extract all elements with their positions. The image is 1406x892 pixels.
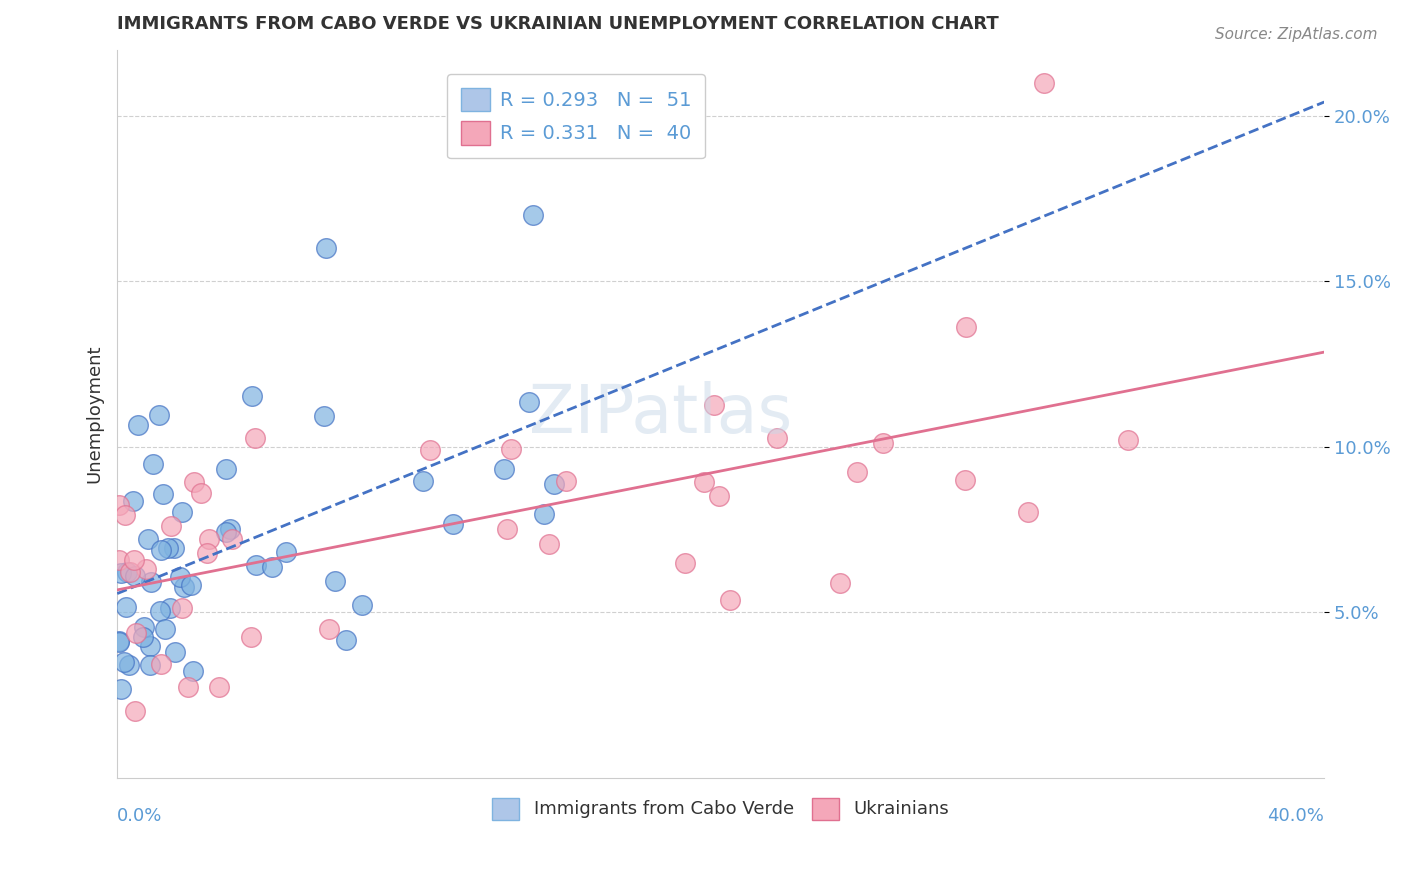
Point bbox=[125, 625, 148, 640]
Point bbox=[177, 681, 200, 695]
Point bbox=[517, 394, 540, 409]
Point bbox=[149, 542, 172, 557]
Text: Source: ZipAtlas.com: Source: ZipAtlas.com bbox=[1215, 27, 1378, 42]
Text: ZIPatlas: ZIPatlas bbox=[529, 381, 792, 447]
Point bbox=[149, 604, 172, 618]
Point bbox=[325, 574, 347, 588]
Point bbox=[1116, 434, 1139, 448]
Point bbox=[240, 630, 263, 644]
Point bbox=[153, 622, 176, 636]
Point bbox=[156, 541, 179, 556]
Point bbox=[163, 541, 186, 556]
Point bbox=[138, 532, 160, 546]
Point bbox=[219, 522, 242, 536]
Point bbox=[195, 546, 218, 560]
Point bbox=[124, 569, 146, 583]
Point bbox=[198, 532, 221, 546]
Point bbox=[132, 620, 155, 634]
Point bbox=[262, 560, 284, 574]
Point bbox=[107, 635, 129, 649]
Point bbox=[441, 516, 464, 531]
Point bbox=[955, 473, 977, 487]
Point bbox=[152, 487, 174, 501]
Point bbox=[350, 598, 373, 612]
Point bbox=[122, 553, 145, 567]
Point bbox=[110, 682, 132, 697]
Point bbox=[169, 570, 191, 584]
Point bbox=[150, 657, 173, 671]
Point bbox=[274, 545, 297, 559]
Point bbox=[110, 566, 132, 580]
Point bbox=[190, 486, 212, 500]
Point bbox=[108, 553, 131, 567]
Point bbox=[765, 431, 787, 445]
Point bbox=[214, 524, 236, 539]
Point bbox=[703, 398, 725, 412]
Y-axis label: Unemployment: Unemployment bbox=[86, 344, 103, 483]
Point bbox=[139, 658, 162, 673]
Point bbox=[120, 566, 142, 580]
Point bbox=[132, 630, 155, 644]
Point bbox=[718, 592, 741, 607]
Point bbox=[183, 475, 205, 489]
Point bbox=[707, 489, 730, 503]
Point bbox=[173, 580, 195, 594]
Point bbox=[108, 499, 131, 513]
Point bbox=[543, 477, 565, 491]
Point bbox=[135, 562, 157, 576]
Point bbox=[492, 462, 515, 476]
Point bbox=[127, 417, 149, 432]
Point bbox=[170, 505, 193, 519]
Point bbox=[221, 532, 243, 546]
Point bbox=[692, 475, 714, 489]
Point bbox=[243, 431, 266, 445]
Point bbox=[124, 705, 146, 719]
Text: IMMIGRANTS FROM CABO VERDE VS UKRAINIAN UNEMPLOYMENT CORRELATION CHART: IMMIGRANTS FROM CABO VERDE VS UKRAINIAN … bbox=[117, 15, 998, 33]
Point bbox=[538, 537, 561, 551]
Point bbox=[215, 462, 238, 476]
Point bbox=[312, 409, 335, 424]
Point bbox=[419, 442, 441, 457]
Point bbox=[335, 632, 357, 647]
Point bbox=[242, 389, 264, 403]
Point bbox=[533, 507, 555, 521]
Point bbox=[142, 458, 165, 472]
Point bbox=[159, 600, 181, 615]
Point bbox=[181, 664, 204, 678]
Point bbox=[208, 680, 231, 694]
Point bbox=[115, 566, 138, 580]
Point bbox=[138, 639, 160, 653]
Point bbox=[495, 522, 517, 536]
Point bbox=[245, 558, 267, 572]
Point bbox=[955, 319, 977, 334]
Point bbox=[165, 645, 187, 659]
Point bbox=[315, 241, 337, 255]
Point bbox=[1017, 506, 1039, 520]
Point bbox=[139, 575, 162, 590]
Legend: Immigrants from Cabo Verde, Ukrainians: Immigrants from Cabo Verde, Ukrainians bbox=[485, 790, 956, 827]
Point bbox=[121, 494, 143, 508]
Text: 0.0%: 0.0% bbox=[117, 806, 163, 825]
Point bbox=[846, 465, 869, 479]
Point bbox=[114, 599, 136, 614]
Point bbox=[180, 578, 202, 592]
Point bbox=[107, 634, 129, 648]
Point bbox=[118, 657, 141, 672]
Point bbox=[170, 601, 193, 615]
Point bbox=[1033, 76, 1056, 90]
Point bbox=[159, 518, 181, 533]
Point bbox=[872, 436, 894, 450]
Point bbox=[555, 474, 578, 488]
Point bbox=[148, 408, 170, 422]
Text: 40.0%: 40.0% bbox=[1267, 806, 1324, 825]
Point bbox=[114, 508, 136, 522]
Point bbox=[412, 474, 434, 488]
Point bbox=[501, 442, 523, 456]
Point bbox=[675, 556, 697, 570]
Point bbox=[112, 655, 135, 669]
Point bbox=[828, 575, 851, 590]
Point bbox=[318, 622, 340, 636]
Point bbox=[522, 208, 544, 222]
